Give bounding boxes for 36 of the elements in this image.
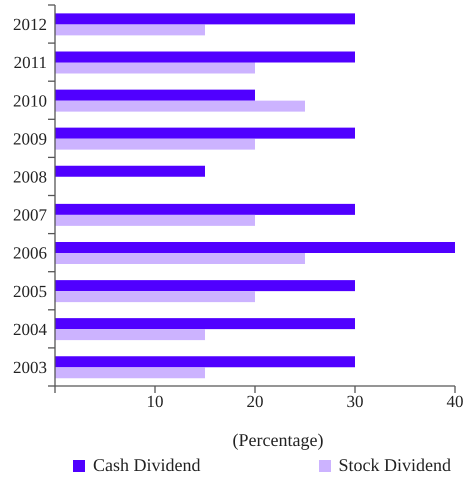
y-tick-label: 2008: [13, 167, 47, 186]
bar: [55, 214, 255, 226]
bar: [55, 128, 355, 139]
x-tick-label: 10: [146, 392, 164, 412]
legend-label: Cash Dividend: [93, 455, 200, 476]
x-tick-label: 20: [246, 392, 264, 412]
bar: [55, 24, 205, 36]
y-tick-label: 2007: [13, 206, 48, 225]
bar: [55, 367, 205, 378]
y-tick-label: 2012: [13, 15, 47, 34]
y-tick-label: 2005: [13, 282, 47, 301]
x-tick-label: 40: [446, 392, 464, 412]
bar: [55, 90, 255, 101]
legend-label: Stock Dividend: [338, 455, 451, 476]
x-tick-label: 30: [346, 392, 364, 412]
bar: [55, 252, 305, 264]
y-tick-label: 2003: [13, 358, 47, 377]
bar: [55, 242, 455, 253]
y-tick-label: 2009: [13, 129, 47, 148]
bar: [55, 318, 355, 330]
bar: [55, 62, 255, 74]
bar: [55, 356, 355, 368]
bar: [55, 280, 355, 292]
x-axis-title: (Percentage): [232, 430, 324, 450]
bar: [55, 51, 355, 62]
y-tick-label: 2006: [13, 244, 47, 263]
bar: [55, 138, 255, 150]
y-tick-label: 2011: [14, 53, 47, 72]
bar: [55, 100, 305, 112]
bar: [55, 166, 205, 177]
bar: [55, 291, 255, 302]
bar: [55, 329, 205, 340]
y-tick-label: 2010: [13, 91, 47, 110]
bar: [55, 204, 355, 215]
bar: [55, 13, 355, 24]
y-tick-label: 2004: [13, 320, 48, 339]
